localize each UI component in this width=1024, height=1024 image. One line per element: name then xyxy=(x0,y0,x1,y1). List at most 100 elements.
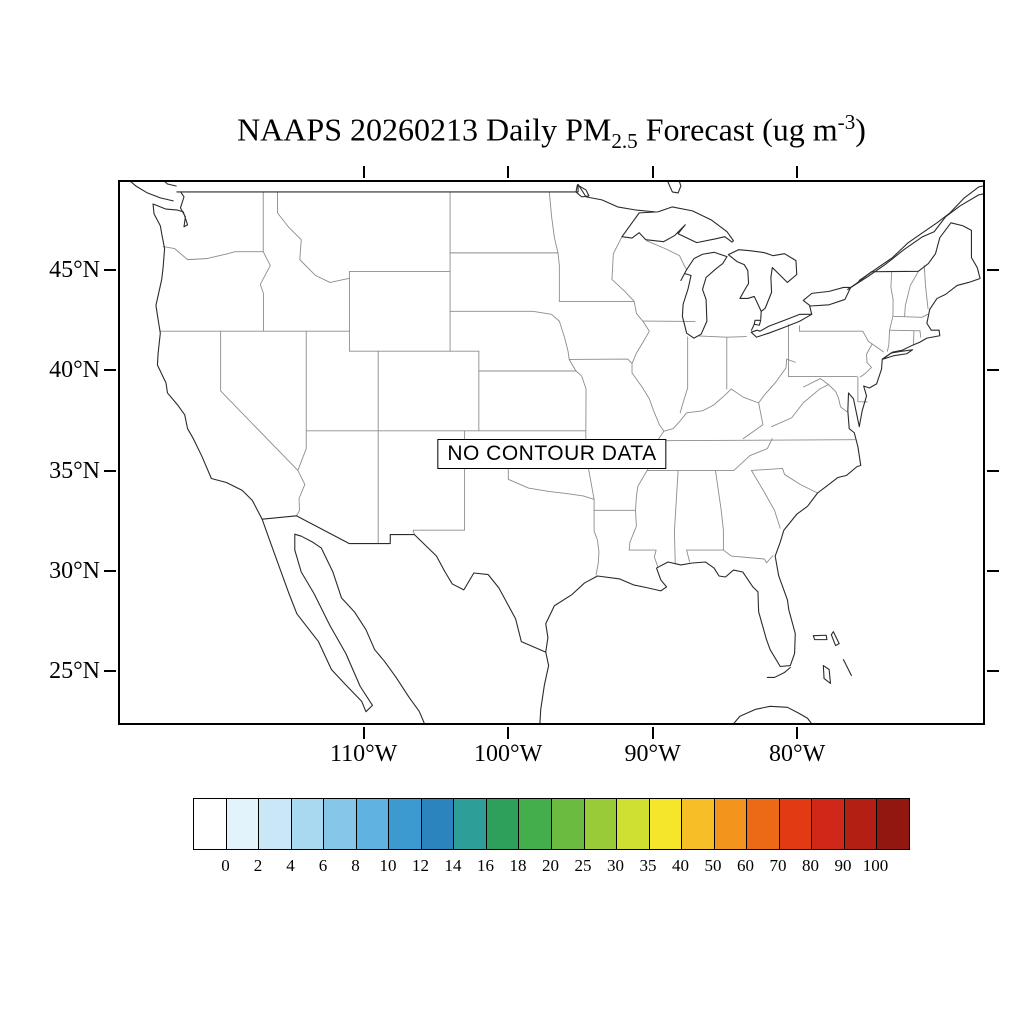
colorbar-cell xyxy=(291,799,325,849)
coastline-path xyxy=(727,249,798,312)
colorbar-cell xyxy=(259,799,292,849)
coastline-path xyxy=(830,631,840,647)
lon-tick-label: 100°W xyxy=(474,741,543,767)
colorbar-cell xyxy=(779,799,813,849)
state-border-path xyxy=(297,330,307,471)
state-border-path xyxy=(558,320,587,432)
lon-tick-top xyxy=(651,166,654,178)
state-border-path xyxy=(162,246,264,261)
lon-tick-bottom xyxy=(362,727,365,739)
state-border-path xyxy=(412,430,466,536)
coastline-path xyxy=(753,319,762,326)
colorbar-cell xyxy=(226,799,260,849)
coastline-path xyxy=(539,651,550,723)
colorbar-cell xyxy=(194,799,227,849)
state-border-path xyxy=(679,336,689,414)
plot-title-superscript: -3 xyxy=(837,110,856,134)
state-border-path xyxy=(686,549,691,563)
lon-tick-top xyxy=(507,166,510,178)
colorbar-tick-label: 100 xyxy=(862,856,889,875)
plot-title-text: NAAPS 20260213 Daily PM xyxy=(237,111,612,148)
state-border-path xyxy=(449,310,560,322)
plot-title-mid: Forecast (ug m xyxy=(637,111,838,148)
state-border-path xyxy=(646,240,688,270)
state-border-path xyxy=(742,402,764,440)
lat-tick-left xyxy=(104,569,116,572)
lon-tick-bottom xyxy=(796,727,799,739)
colorbar-cell xyxy=(584,799,618,849)
lat-tick-left xyxy=(104,369,116,372)
coastline-path xyxy=(621,206,735,244)
state-border-path xyxy=(722,549,774,564)
state-border-path xyxy=(660,439,856,442)
colorbar-cell xyxy=(356,799,390,849)
lat-tick-right xyxy=(987,369,999,372)
state-border-path xyxy=(892,313,929,318)
coastline-path xyxy=(575,184,590,198)
colorbar-tick-label: 70 xyxy=(769,856,787,875)
colorbar-cell xyxy=(812,799,845,849)
no-contour-data-label: NO CONTOUR DATA xyxy=(437,439,667,469)
coastline-path xyxy=(766,666,791,678)
colorbar-cell xyxy=(454,799,487,849)
state-border-path xyxy=(904,271,919,318)
state-border-path xyxy=(697,335,747,338)
state-border-path xyxy=(871,343,884,353)
colorbar-tick-label: 0 xyxy=(221,856,230,875)
coastline-path xyxy=(822,664,832,684)
state-border-path xyxy=(277,191,350,283)
colorbar-tick-label: 30 xyxy=(607,856,624,875)
colorbar-tick-label: 14 xyxy=(444,856,462,875)
coastline-path xyxy=(809,305,813,315)
lon-tick-label: 90°W xyxy=(624,741,681,767)
state-border-path xyxy=(259,251,271,332)
state-border-path xyxy=(220,330,306,517)
coastline-path xyxy=(882,349,914,360)
coastline-path xyxy=(680,251,728,339)
colorbar-cell xyxy=(519,799,553,849)
colorbar-tick-label: 80 xyxy=(802,856,819,875)
colorbar-tick-label: 90 xyxy=(834,856,852,875)
colorbar-cell xyxy=(649,799,683,849)
coastline-path xyxy=(812,634,828,641)
colorbar-tick-label: 25 xyxy=(574,856,592,875)
coastline-path xyxy=(750,313,813,338)
lat-tick-label: 30°N xyxy=(49,557,100,584)
state-border-path xyxy=(714,470,724,551)
coastline-path xyxy=(152,191,189,228)
coastline-path xyxy=(164,182,177,187)
colorbar-cell xyxy=(486,799,520,849)
coastline-path xyxy=(750,323,755,331)
coastline-path xyxy=(152,203,981,668)
colorbar-tick-label: 8 xyxy=(351,856,360,875)
state-border-path xyxy=(923,265,929,310)
plot-title-end: ) xyxy=(855,111,866,148)
colorbar xyxy=(193,798,910,850)
state-border-path xyxy=(733,438,773,471)
state-border-path xyxy=(803,378,829,388)
state-border-path xyxy=(663,358,796,432)
lon-tick-bottom xyxy=(507,727,510,739)
colorbar-tick-label: 4 xyxy=(286,856,295,875)
state-border-path xyxy=(751,468,819,494)
coastline-path xyxy=(802,286,852,307)
lon-tick-label: 80°W xyxy=(769,741,826,767)
colorbar-tick-label: 40 xyxy=(672,856,689,875)
colorbar-cell xyxy=(552,799,585,849)
lat-tick-left xyxy=(104,269,116,272)
colorbar-tick-label: 18 xyxy=(509,856,527,875)
lat-tick-right xyxy=(987,670,999,673)
colorbar-cell xyxy=(844,799,878,849)
state-border-path xyxy=(919,330,922,338)
coastline-path xyxy=(130,182,174,202)
state-border-path xyxy=(628,549,659,568)
colorbar-tick-label: 12 xyxy=(412,856,429,875)
colorbar-cell xyxy=(389,799,422,849)
lat-tick-label: 40°N xyxy=(49,357,100,384)
coastline-path xyxy=(842,659,852,676)
state-border-path xyxy=(751,470,781,529)
state-border-path xyxy=(548,191,560,302)
colorbar-tick-label: 60 xyxy=(737,856,754,875)
colorbar-tick-label: 2 xyxy=(253,856,263,875)
